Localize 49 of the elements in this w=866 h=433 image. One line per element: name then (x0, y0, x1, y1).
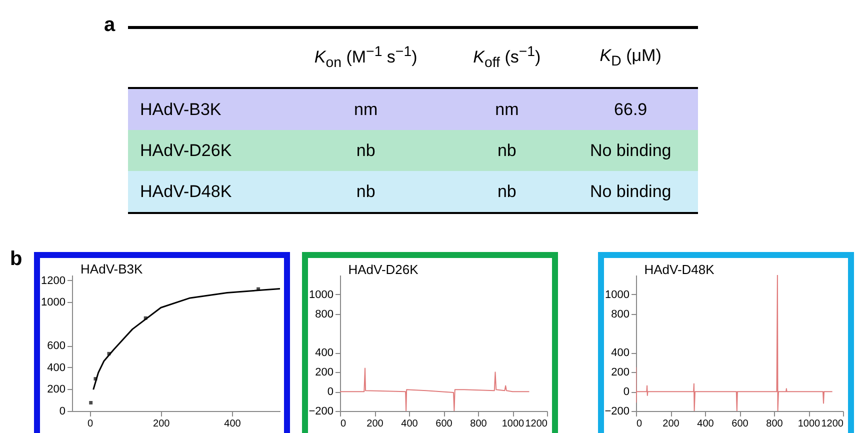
y-tick-label: 1000 (41, 296, 66, 309)
y-tick-label: −200 (308, 406, 334, 418)
x-tick-label: 200 (662, 418, 680, 430)
y-tick-label: 200 (315, 366, 334, 379)
point (89, 401, 93, 404)
category-label: K$_{D}$ (μM) (563, 28, 698, 88)
y-tick-label: 1000 (309, 288, 334, 301)
text: b (10, 248, 22, 271)
y-tick-label: 200 (611, 366, 630, 379)
table-row: HAdV-D48K nb nb No binding (128, 171, 698, 213)
x-tick-label: 800 (470, 418, 488, 430)
y-tick-label: 1000 (605, 288, 630, 301)
x-tick-label: 400 (224, 418, 242, 430)
chart-title: HAdV-D26K (348, 262, 419, 277)
x-tick-label: 0 (87, 418, 94, 430)
x-tick-label: 1000 (798, 418, 821, 430)
category-label: K$_{on}$ (M$^{−1}$ s$^{−1}$) (281, 28, 451, 88)
y-tick-label: −200 (604, 406, 630, 418)
x-tick-label: 0 (636, 418, 642, 430)
x-tick-label: 1000 (502, 418, 525, 430)
y-tick-label: 200 (47, 384, 66, 396)
x-tick-label: 200 (153, 418, 170, 430)
x-tick-label: 200 (366, 418, 384, 430)
x-tick-label: 1200 (821, 418, 844, 430)
y-tick-label: 600 (47, 340, 66, 352)
table-row: HAdV-D26K nb nb No binding (128, 130, 698, 171)
y-tick-label: 400 (611, 347, 630, 360)
chart-title: HAdV-B3K (80, 261, 143, 276)
y-tick-label: 400 (315, 347, 334, 360)
y-tick-label: 800 (315, 308, 334, 320)
x-tick-label: 0 (340, 418, 346, 430)
y-tick-label: 1200 (41, 274, 66, 287)
chart-title: HAdV-D48K (644, 262, 715, 277)
y-tick-label: 400 (47, 362, 66, 374)
table-row: HAdV-B3K nm nm 66.9 (128, 88, 698, 130)
line-series (92, 288, 280, 390)
x-tick-label: 400 (401, 418, 418, 430)
x-tick-label: 1200 (525, 418, 548, 430)
text: a (104, 14, 116, 37)
y-tick-label: 800 (611, 308, 630, 320)
x-tick-label: 600 (436, 418, 453, 430)
line-series (340, 368, 530, 411)
y-tick-label: 0 (327, 386, 334, 398)
x-tick-label: 600 (732, 418, 749, 430)
y-tick-label: 0 (623, 386, 630, 398)
x-tick-label: 400 (697, 418, 714, 430)
y-tick-label: 0 (59, 406, 66, 418)
x-tick-label: 800 (766, 418, 784, 430)
category-label: K$_{off}$ (s$^{−1}$) (450, 28, 564, 88)
